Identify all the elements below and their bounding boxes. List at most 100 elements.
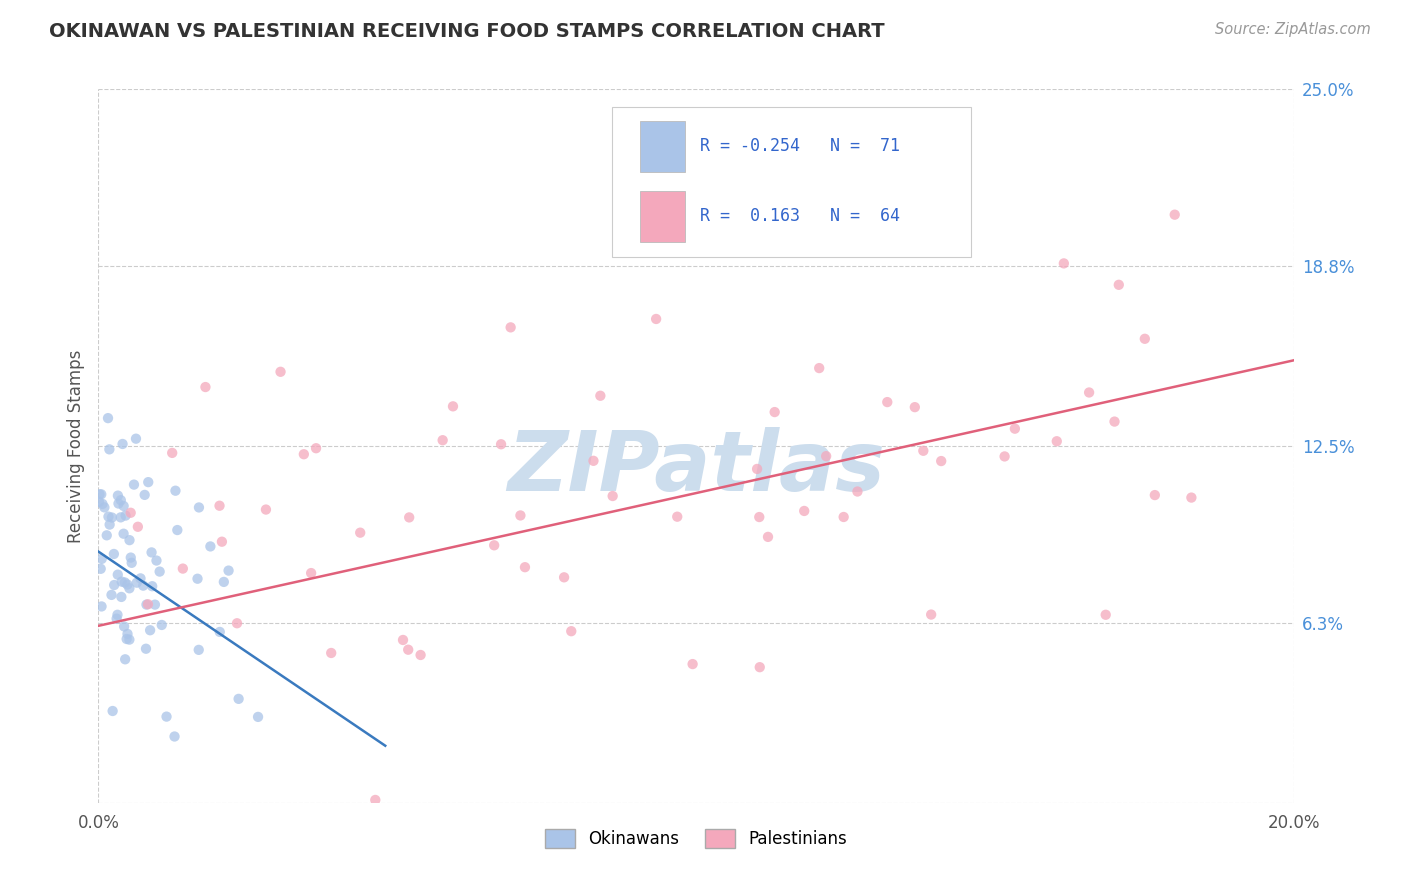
Point: [129, 571, 152, 585]
Point: [97, 411, 120, 425]
Point: [90, 552, 112, 566]
Point: [756, 530, 779, 544]
Point: [602, 489, 624, 503]
Point: [846, 484, 869, 499]
Point: [509, 508, 531, 523]
Point: [97, 509, 120, 524]
Point: [110, 510, 132, 524]
Point: [155, 709, 177, 723]
Point: [112, 619, 135, 633]
Point: [188, 500, 211, 515]
Point: [165, 483, 187, 498]
Point: [111, 574, 134, 589]
Text: ZIPatlas: ZIPatlas: [508, 427, 884, 508]
Point: [114, 575, 136, 590]
Point: [98, 442, 121, 457]
Point: [125, 432, 148, 446]
Point: [1094, 607, 1116, 622]
Point: [876, 395, 898, 409]
Point: [1133, 332, 1156, 346]
Point: [112, 526, 135, 541]
Text: OKINAWAN VS PALESTINIAN RECEIVING FOOD STAMPS CORRELATION CHART: OKINAWAN VS PALESTINIAN RECEIVING FOOD S…: [49, 22, 884, 41]
Point: [150, 618, 173, 632]
Point: [994, 450, 1017, 464]
Point: [141, 579, 163, 593]
Point: [186, 572, 208, 586]
Point: [582, 454, 605, 468]
Point: [110, 493, 132, 508]
Point: [808, 361, 831, 376]
Point: [121, 556, 143, 570]
Point: [98, 517, 121, 532]
Text: R = -0.254   N =  71: R = -0.254 N = 71: [700, 137, 900, 155]
Point: [482, 538, 505, 552]
Point: [489, 437, 512, 451]
Point: [1046, 434, 1069, 449]
Point: [163, 730, 186, 744]
Point: [118, 582, 141, 596]
Point: [1004, 422, 1026, 436]
Point: [748, 660, 770, 674]
Point: [110, 590, 132, 604]
Point: [208, 624, 231, 639]
Bar: [640, 120, 685, 172]
Point: [103, 578, 125, 592]
Point: [101, 704, 124, 718]
Point: [118, 533, 141, 548]
Point: [100, 588, 122, 602]
Point: [748, 510, 770, 524]
Point: [247, 710, 270, 724]
Point: [93, 500, 115, 515]
Point: [90, 562, 112, 576]
Point: [139, 624, 162, 638]
Point: [114, 508, 136, 523]
Point: [1053, 256, 1076, 270]
Point: [589, 389, 612, 403]
Point: [112, 499, 135, 513]
Point: [211, 534, 233, 549]
Point: [96, 528, 118, 542]
Point: [212, 574, 235, 589]
Point: [1078, 385, 1101, 400]
Point: [107, 567, 129, 582]
Point: [1164, 208, 1187, 222]
Point: [1143, 488, 1166, 502]
Point: [832, 510, 855, 524]
Text: Source: ZipAtlas.com: Source: ZipAtlas.com: [1215, 22, 1371, 37]
Point: [409, 648, 432, 662]
Point: [254, 502, 277, 516]
Point: [87, 495, 110, 509]
Point: [432, 434, 454, 448]
Point: [441, 400, 464, 414]
Point: [136, 597, 159, 611]
Point: [920, 607, 942, 622]
Point: [682, 657, 704, 671]
Point: [270, 365, 292, 379]
Point: [111, 437, 134, 451]
Point: [149, 565, 172, 579]
Point: [553, 570, 575, 584]
Point: [125, 575, 148, 590]
Point: [392, 632, 415, 647]
Point: [832, 153, 855, 167]
Point: [134, 488, 156, 502]
Point: [127, 520, 149, 534]
Point: [103, 547, 125, 561]
Point: [912, 443, 935, 458]
Point: [145, 553, 167, 567]
Point: [560, 624, 582, 639]
Text: R =  0.163   N =  64: R = 0.163 N = 64: [700, 207, 900, 225]
Point: [228, 691, 250, 706]
Point: [398, 510, 420, 524]
Point: [90, 599, 112, 614]
Point: [364, 793, 387, 807]
Point: [763, 405, 786, 419]
Point: [745, 462, 768, 476]
Point: [160, 446, 183, 460]
Point: [115, 632, 138, 646]
Point: [107, 489, 129, 503]
Point: [1104, 415, 1126, 429]
Point: [107, 497, 129, 511]
Point: [118, 632, 141, 647]
Y-axis label: Receiving Food Stamps: Receiving Food Stamps: [66, 350, 84, 542]
